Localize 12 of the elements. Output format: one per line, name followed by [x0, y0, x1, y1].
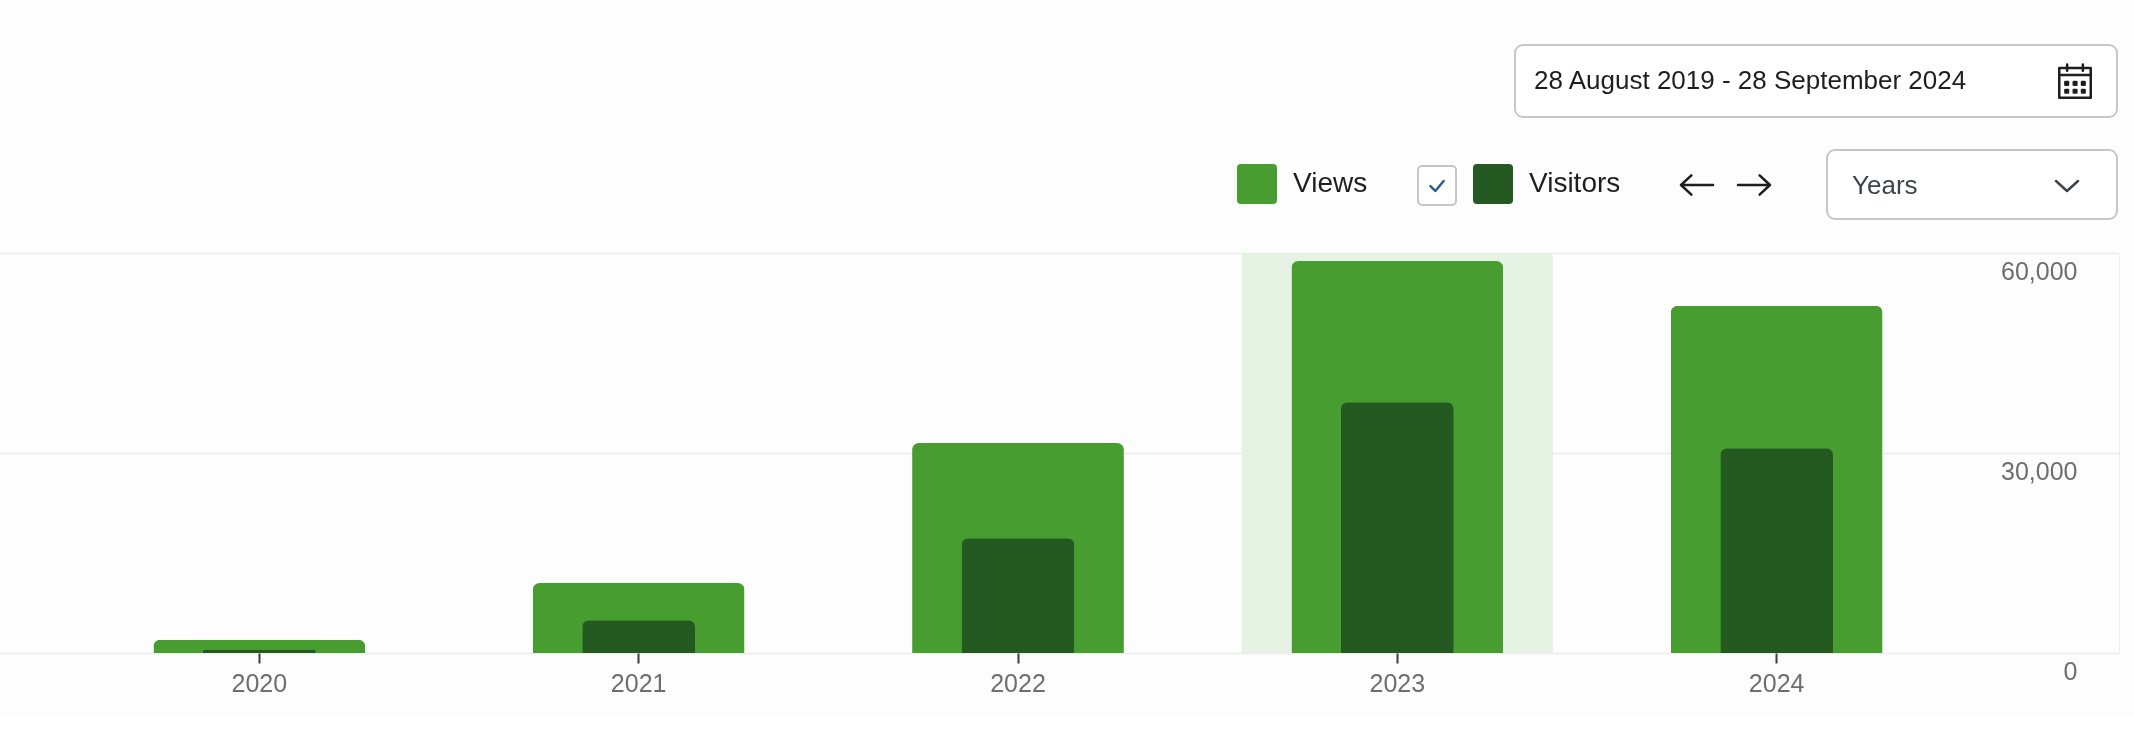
y-tick-label: 0 — [2063, 656, 2078, 685]
x-tick-label: 2021 — [610, 668, 667, 697]
x-tick-label: 2022 — [990, 668, 1046, 697]
x-tick-label: 2024 — [1748, 668, 1805, 697]
x-tick-label: 2020 — [231, 668, 288, 697]
text: 28 August 2019 - 28 September 2024 — [1534, 65, 1967, 95]
x-tick-label: 2023 — [1369, 668, 1426, 697]
legend-label: Visitors — [1529, 167, 1621, 198]
text: Years — [1852, 170, 1918, 200]
y-tick-label: 30,000 — [2001, 456, 2078, 485]
legend-label: Views — [1293, 167, 1368, 198]
y-tick-label: 60,000 — [2001, 256, 2078, 285]
